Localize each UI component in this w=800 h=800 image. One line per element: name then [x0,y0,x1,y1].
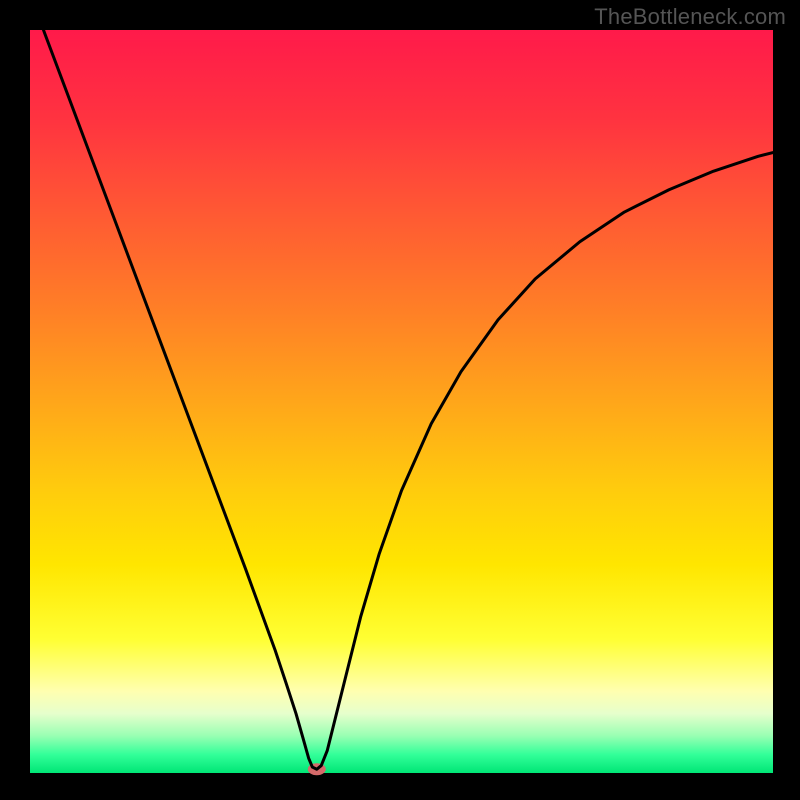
bottleneck-curve-chart [0,0,800,800]
chart-container [0,0,800,800]
plot-background [30,30,773,773]
watermark-text: TheBottleneck.com [594,4,786,30]
